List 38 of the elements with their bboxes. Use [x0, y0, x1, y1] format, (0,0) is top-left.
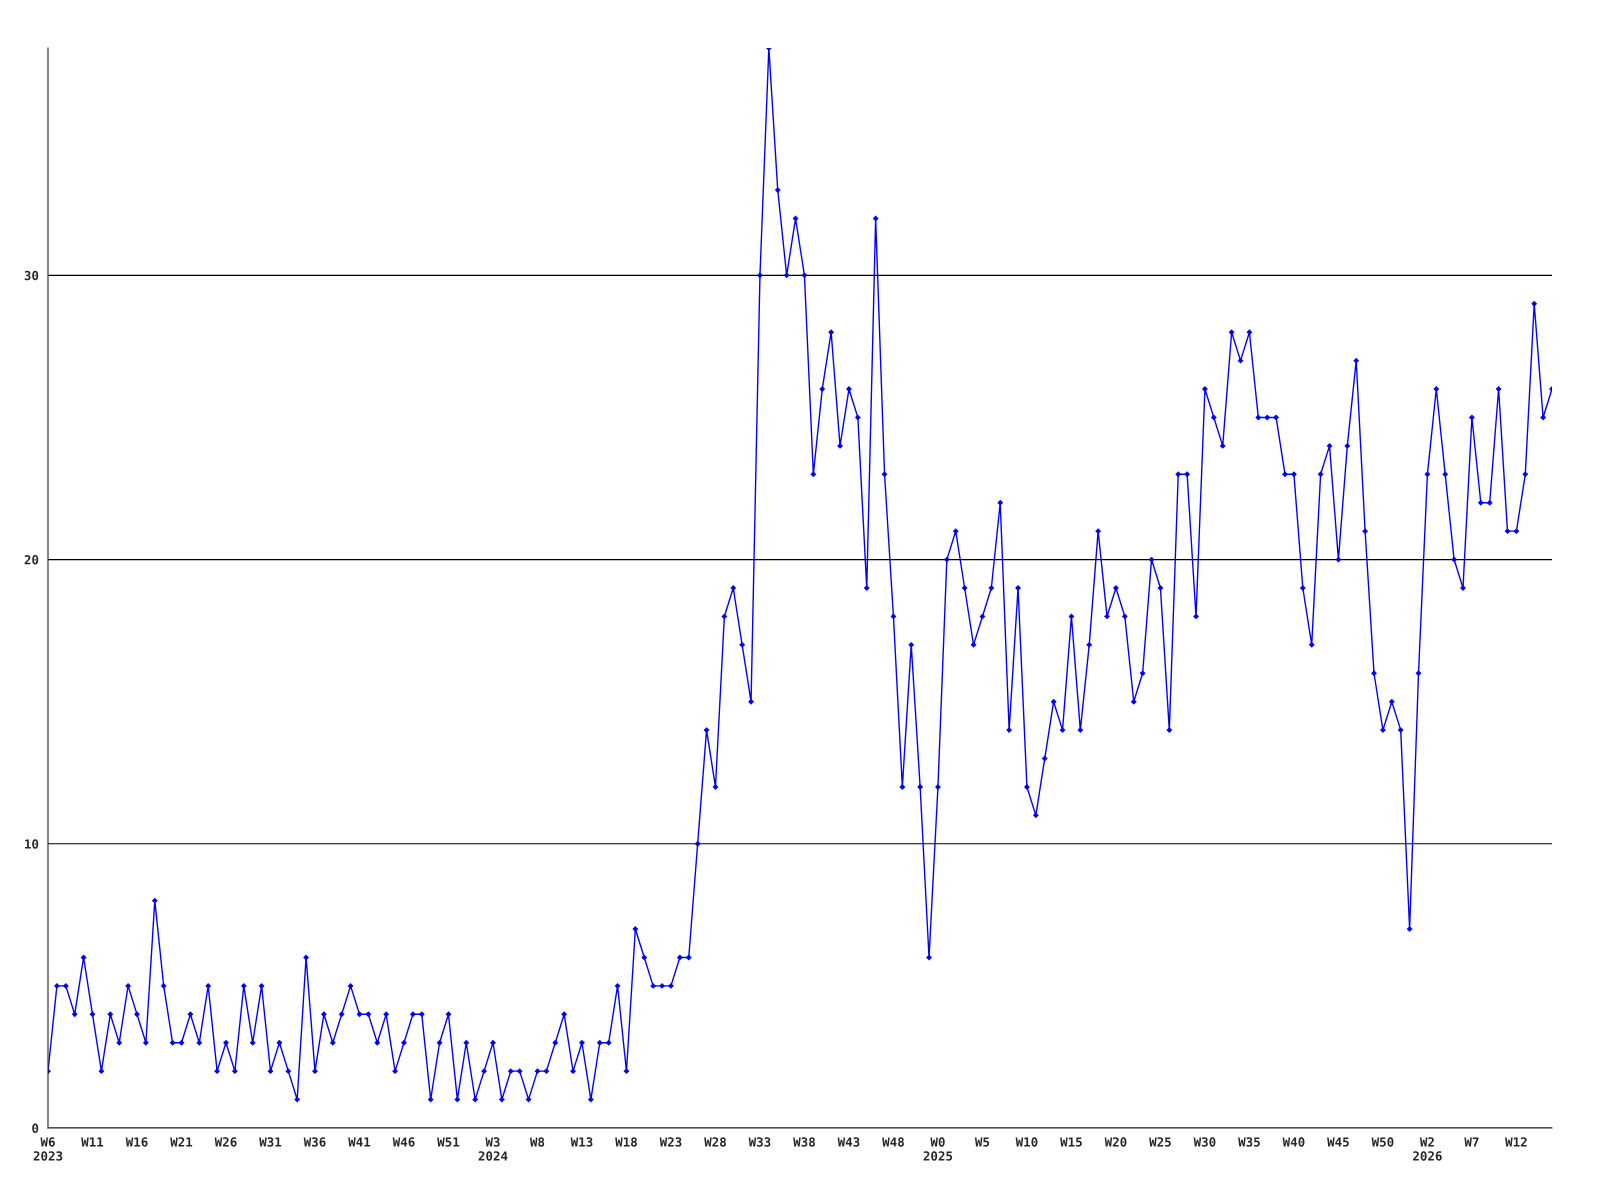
x-tick-label: W0 2025: [923, 1137, 953, 1161]
x-tick-label: W18: [615, 1137, 637, 1147]
x-tick-label: W28: [704, 1137, 726, 1147]
x-tick-label: W36: [303, 1137, 326, 1147]
x-tick-label: W21: [170, 1137, 193, 1147]
x-tick-label: W11: [81, 1137, 104, 1147]
x-tick-label: W50: [1371, 1137, 1394, 1147]
x-tick-label: W45: [1327, 1137, 1349, 1147]
x-tick-label: W25: [1149, 1137, 1171, 1147]
y-tick-label: 20: [24, 555, 39, 565]
x-tick-label: W15: [1060, 1137, 1082, 1147]
x-tick-label: W7: [1464, 1137, 1479, 1147]
y-tick-label: 0: [32, 1123, 39, 1133]
y-tick-label: 10: [25, 839, 39, 849]
y-tick-label: 30: [24, 270, 39, 281]
x-tick-label: W16: [125, 1137, 148, 1147]
x-tick-label: W2 2026: [1413, 1137, 1442, 1161]
x-tick-label: W23: [659, 1137, 682, 1147]
x-tick-label: W33: [748, 1137, 771, 1147]
x-tick-label: W30: [1193, 1137, 1216, 1147]
x-tick-label: W48: [882, 1137, 904, 1147]
x-tick-label: W51: [437, 1137, 460, 1147]
x-tick-label: W6 2023: [33, 1137, 63, 1161]
x-tick-label: W35: [1238, 1137, 1260, 1147]
x-tick-label: W40: [1282, 1137, 1305, 1147]
x-tick-label: W46: [392, 1137, 415, 1147]
x-tick-label: W26: [214, 1137, 237, 1147]
x-tick-label: W43: [837, 1137, 860, 1147]
x-tick-label: W8: [529, 1137, 545, 1147]
x-tick-label: W20: [1104, 1137, 1127, 1147]
x-tick-label: W41: [348, 1137, 371, 1147]
x-tick-label: W3 2024: [478, 1137, 508, 1161]
x-tick-label: W12: [1505, 1137, 1527, 1147]
x-tick-label: W5: [974, 1137, 990, 1147]
x-tick-label: W31: [259, 1137, 282, 1147]
x-tick-label: W38: [793, 1137, 815, 1147]
x-tick-label: W13: [570, 1137, 593, 1147]
x-tick-label: W10: [1015, 1137, 1038, 1147]
